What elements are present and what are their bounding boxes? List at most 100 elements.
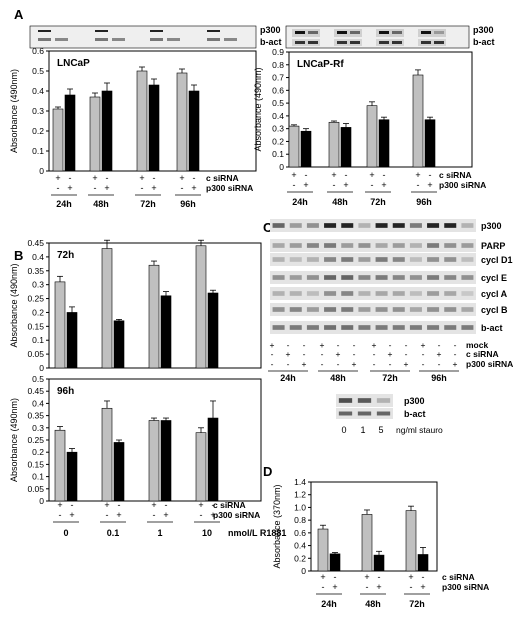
bar <box>328 121 340 168</box>
blot-band-bact <box>55 38 68 41</box>
y-tick-label: 0.6 <box>272 85 284 95</box>
blot-band-bact <box>207 38 220 41</box>
y-tick-label: 0 <box>39 363 44 373</box>
blot-band <box>306 223 319 228</box>
blot-label-bact: b-act <box>473 37 495 47</box>
blot-band <box>444 325 457 330</box>
blot-strip <box>336 408 393 419</box>
blot-band <box>324 291 337 296</box>
blot-frame <box>29 25 257 49</box>
sign-mark: + <box>116 510 121 520</box>
bar <box>207 292 219 369</box>
sign-mark: - <box>337 340 340 350</box>
blot-band <box>289 257 302 262</box>
sign-mark: - <box>193 173 196 183</box>
y-tick-label: 0.35 <box>27 266 44 276</box>
sign-mark: - <box>334 572 337 582</box>
blot-band <box>289 307 302 312</box>
blot-label-bact: b-act <box>260 37 282 47</box>
blot-band <box>409 325 422 330</box>
blot-band <box>409 275 422 280</box>
y-tick-label: 0.2 <box>32 126 44 136</box>
y-tick-label: 0.1 <box>32 146 44 156</box>
sign-mark: - <box>417 180 420 190</box>
sign-mark: + <box>320 572 325 582</box>
sign-mark: + <box>198 500 203 510</box>
blot-band-label: p300 <box>404 396 425 406</box>
y-axis-label: Absorbance (370nm) <box>272 484 282 568</box>
sign-mark: - <box>303 340 306 350</box>
blot-band <box>392 223 405 228</box>
sign-mark: - <box>271 359 274 369</box>
blot-strip <box>270 287 476 300</box>
blot-band <box>375 275 388 280</box>
blot-background <box>270 253 476 266</box>
sign-mark: - <box>94 183 97 193</box>
blot-band-bact <box>434 41 444 44</box>
blot-band <box>341 307 354 312</box>
blot-band <box>324 307 337 312</box>
blot-band <box>357 398 372 403</box>
sign-mark: + <box>291 170 296 180</box>
blot-band <box>375 325 388 330</box>
bar <box>101 407 113 502</box>
blot-band-bact <box>295 41 305 44</box>
y-axis-label: Absorbance (490nm) <box>9 398 19 482</box>
blot-band-bact <box>95 38 108 41</box>
category-label: 72h <box>409 599 425 609</box>
sign-mark: + <box>210 510 215 520</box>
sign-mark: - <box>106 510 109 520</box>
bar <box>329 553 341 572</box>
blot-band-bact <box>308 41 318 44</box>
blot-band <box>306 257 319 262</box>
blot-band-bact <box>38 38 51 41</box>
sign-mark: - <box>454 340 457 350</box>
row-label: p300 siRNA <box>206 183 253 193</box>
sign-mark: - <box>389 359 392 369</box>
blot-band-p300 <box>337 31 347 34</box>
sign-mark: - <box>353 349 356 359</box>
blot-band <box>409 223 422 228</box>
blot-band <box>272 243 285 248</box>
sign-mark: + <box>67 183 72 193</box>
row-label: c siRNA <box>439 170 472 180</box>
sign-mark: + <box>151 183 156 193</box>
sign-mark: + <box>270 340 275 350</box>
blot-band <box>341 291 354 296</box>
blot-inset-a-right <box>285 25 470 49</box>
sign-mark: + <box>372 340 377 350</box>
bar <box>54 281 66 369</box>
sign-mark: - <box>373 349 376 359</box>
blot-bg <box>418 29 446 37</box>
blot-band <box>357 411 372 416</box>
y-tick-label: 0.5 <box>32 66 44 76</box>
blot-band-p300 <box>295 31 305 34</box>
blot-band <box>409 307 422 312</box>
sign-mark: - <box>405 340 408 350</box>
blot-band-bact <box>112 38 125 41</box>
blot-band <box>427 307 440 312</box>
sign-mark: + <box>388 349 393 359</box>
blot-band <box>427 243 440 248</box>
blot-band-label: p300 <box>481 221 502 231</box>
blot-label-p300: p300 <box>473 25 494 35</box>
blot-band <box>341 223 354 228</box>
blot-band <box>358 243 371 248</box>
dose-label: 1 <box>360 425 365 435</box>
blot-band <box>392 243 405 248</box>
category-label: 24h <box>321 599 337 609</box>
bar <box>66 312 78 369</box>
bar <box>148 84 160 172</box>
blot-band <box>324 257 337 262</box>
y-tick-label: 0.2 <box>272 136 284 146</box>
sign-mark: - <box>454 349 457 359</box>
sign-mark: - <box>118 500 121 510</box>
sign-mark: + <box>104 183 109 193</box>
bar <box>188 90 200 172</box>
y-tick-label: 0.5 <box>272 98 284 108</box>
sign-mark: - <box>333 180 336 190</box>
y-tick-label: 0.2 <box>32 447 44 457</box>
y-tick-label: 0.6 <box>32 46 44 56</box>
dose-label: 0 <box>341 425 346 435</box>
panel-letter: B <box>14 248 23 263</box>
